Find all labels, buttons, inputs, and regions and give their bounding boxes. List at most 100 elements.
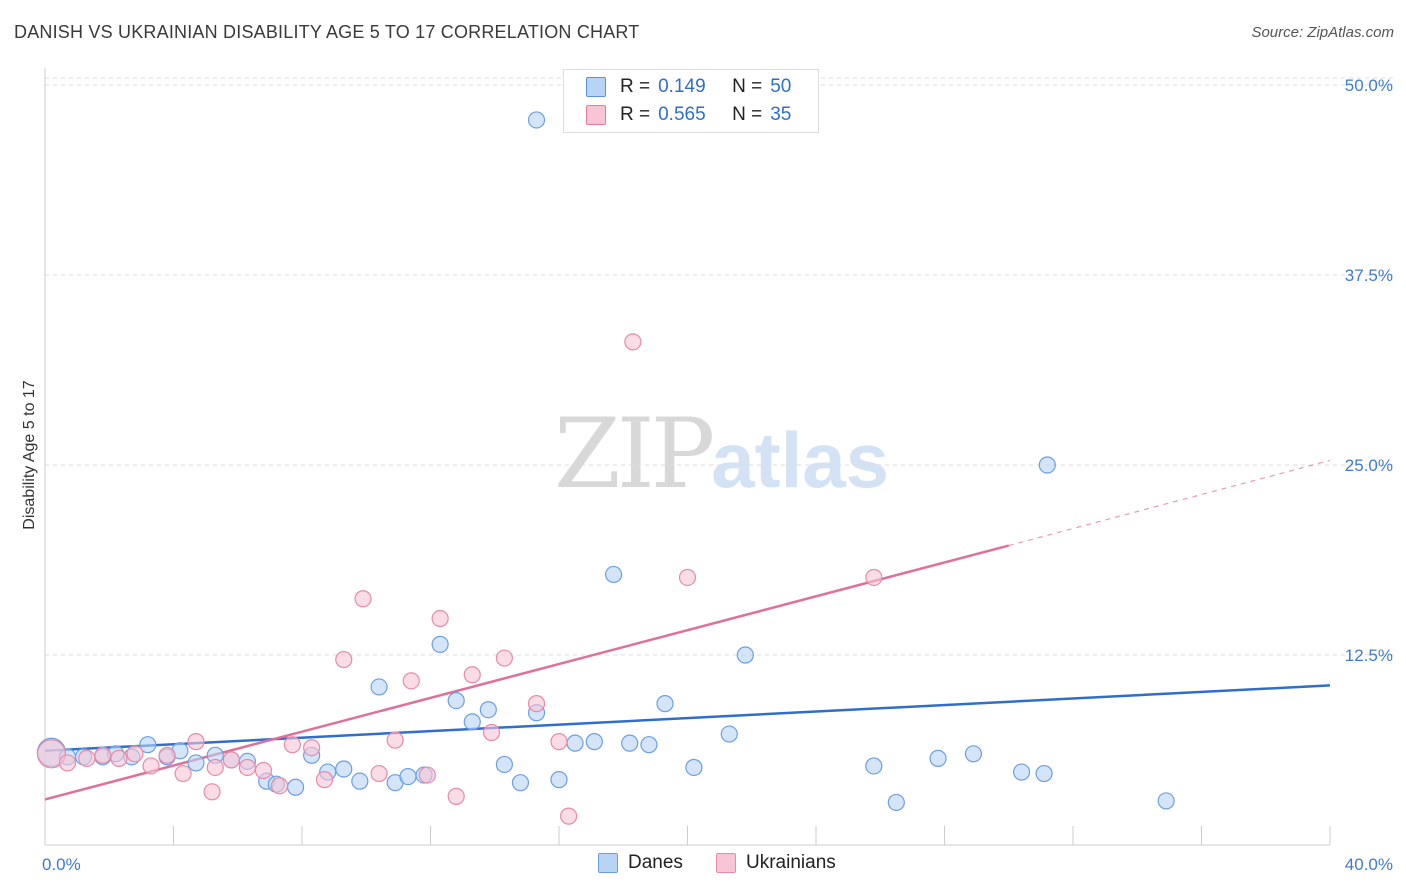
data-point-ukrainians — [142, 757, 160, 775]
x-tick-label: 0.0% — [42, 855, 81, 874]
y-tick-label: 37.5% — [1345, 266, 1393, 285]
data-point-danes — [656, 695, 674, 713]
data-point-ukrainians — [315, 771, 334, 789]
data-point-danes — [463, 713, 481, 731]
data-point-danes — [447, 691, 465, 710]
data-point-ukrainians — [418, 766, 436, 784]
data-point-ukrainians — [402, 672, 420, 690]
legend-r-label: R = — [620, 76, 651, 97]
data-point-ukrainians — [527, 695, 546, 713]
data-point-ukrainians — [370, 764, 388, 783]
data-point-danes — [511, 774, 530, 792]
data-points — [36, 111, 1175, 825]
data-point-ukrainians — [335, 650, 353, 669]
data-point-ukrainians — [495, 649, 513, 667]
data-point-danes — [685, 758, 703, 777]
data-point-danes — [1035, 764, 1053, 783]
data-point-danes — [1157, 792, 1175, 810]
data-point-danes — [399, 767, 417, 786]
data-point-ukrainians — [865, 568, 883, 587]
legend-n-value: 50 — [770, 76, 792, 97]
data-point-ukrainians — [238, 758, 256, 777]
data-point-ukrainians — [174, 764, 192, 783]
data-point-danes — [929, 749, 947, 767]
data-point-ukrainians — [283, 736, 301, 754]
data-point-danes — [585, 733, 603, 751]
data-point-ukrainians — [158, 746, 176, 764]
legend-swatch-danes — [598, 853, 618, 873]
legend-item-danes: Danes — [598, 852, 683, 874]
data-point-danes — [550, 771, 568, 789]
data-point-ukrainians — [447, 787, 465, 805]
trend-line-ukrainians — [44, 544, 1010, 801]
data-point-danes — [1012, 763, 1031, 781]
x-tick-label: 40.0% — [1345, 855, 1393, 874]
trend-line-danes — [44, 684, 1331, 753]
data-point-ukrainians — [187, 733, 205, 751]
data-point-danes — [479, 701, 497, 719]
data-point-danes — [720, 725, 738, 743]
legend-swatch-ukrainians — [586, 105, 606, 125]
data-point-danes — [139, 736, 157, 754]
tick-labels: 12.5% 25.0% 37.5% 50.0% 0.0% 40.0% — [42, 76, 1393, 874]
data-point-ukrainians — [386, 731, 404, 749]
data-point-ukrainians — [58, 754, 77, 772]
y-tick-label: 50.0% — [1345, 76, 1393, 95]
legend-row-ukrainians: R = 0.565 N = 35 — [586, 103, 791, 127]
data-point-ukrainians — [303, 739, 321, 757]
axes — [44, 68, 1331, 846]
legend-item-ukrainians: Ukrainians — [716, 852, 836, 874]
data-point-ukrainians — [78, 749, 96, 767]
legend-r-value: 0.565 — [658, 104, 706, 125]
data-point-danes — [964, 745, 983, 763]
legend-r-value: 0.149 — [658, 76, 706, 97]
legend-n-label: N = — [732, 104, 763, 125]
data-point-danes — [1038, 456, 1056, 474]
legend-label-ukrainians: Ukrainians — [746, 852, 836, 873]
data-point-danes — [351, 772, 369, 790]
data-point-ukrainians — [550, 733, 568, 751]
data-point-danes — [495, 755, 513, 774]
data-point-ukrainians — [560, 807, 578, 825]
legend-label-danes: Danes — [628, 852, 683, 873]
data-point-ukrainians — [270, 777, 289, 795]
data-point-danes — [566, 734, 584, 752]
data-point-danes — [286, 778, 305, 796]
data-point-ukrainians — [624, 333, 642, 351]
legend-swatch-ukrainians — [716, 853, 736, 873]
legend-row-danes: R = 0.149 N = 50 — [586, 75, 791, 99]
trend-lines — [44, 459, 1331, 801]
trend-line-ukrainians-extension — [1008, 459, 1331, 547]
data-point-danes — [431, 635, 449, 653]
data-point-danes — [527, 111, 546, 129]
y-tick-label: 12.5% — [1345, 646, 1393, 665]
data-point-ukrainians — [463, 666, 481, 684]
data-point-danes — [736, 646, 754, 664]
legend-swatch-danes — [586, 77, 606, 97]
data-point-ukrainians — [94, 746, 112, 764]
data-point-ukrainians — [110, 749, 128, 767]
data-point-ukrainians — [431, 609, 449, 628]
gridlines — [45, 77, 1395, 656]
y-tick-label: 25.0% — [1345, 456, 1393, 475]
source-credit: Source: ZipAtlas.com — [1251, 24, 1394, 41]
data-point-ukrainians — [354, 590, 372, 608]
legend-r-label: R = — [620, 104, 651, 125]
data-point-danes — [370, 678, 388, 696]
data-point-ukrainians — [482, 723, 501, 742]
data-point-ukrainians — [36, 739, 67, 769]
data-point-ukrainians — [126, 745, 144, 763]
legend-n-label: N = — [732, 76, 763, 97]
data-point-danes — [187, 754, 205, 772]
data-point-danes — [887, 793, 905, 812]
data-point-ukrainians — [222, 751, 240, 769]
data-point-danes — [605, 565, 623, 584]
data-point-danes — [335, 760, 353, 778]
correlation-legend: R = 0.149 N = 50 R = 0.565 N = 35 — [563, 69, 819, 133]
data-point-danes — [865, 757, 883, 775]
legend-n-value: 35 — [770, 104, 792, 125]
data-point-danes — [621, 734, 639, 752]
data-point-ukrainians — [206, 758, 224, 777]
data-point-ukrainians — [254, 761, 273, 780]
